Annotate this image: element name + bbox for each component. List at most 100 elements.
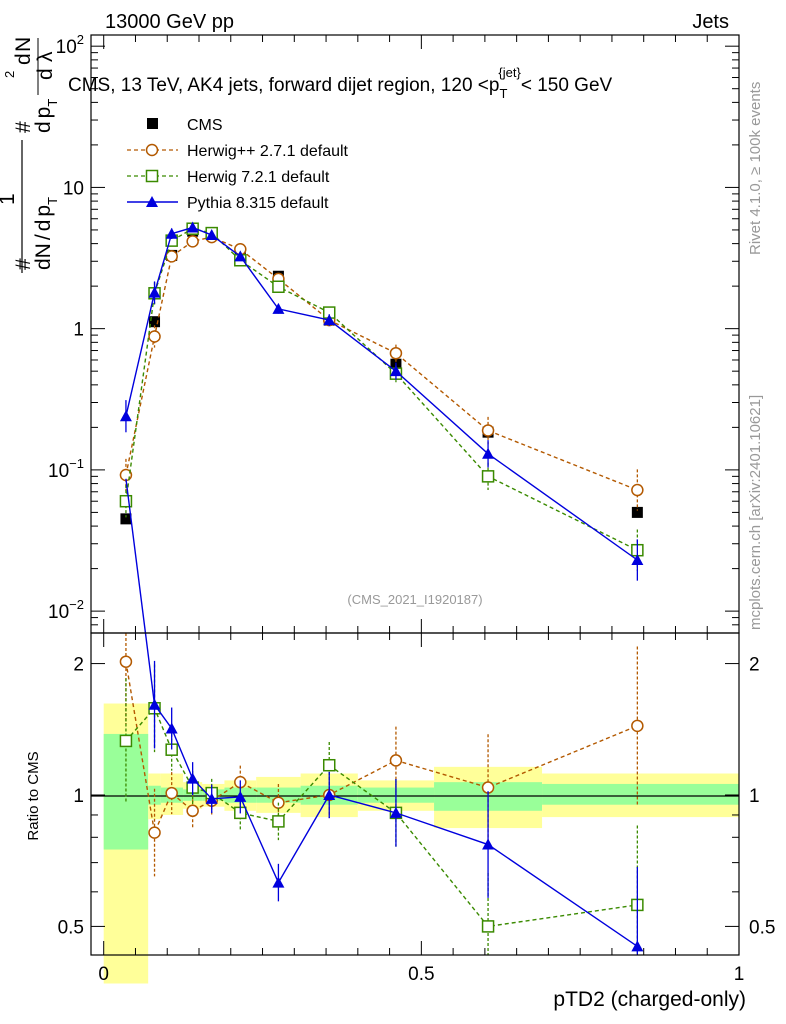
main-ytick-base: 1 bbox=[73, 320, 84, 341]
ylabel-two: 2 bbox=[2, 71, 17, 78]
ratio-point-herwig-2-7-1-default bbox=[119, 655, 133, 668]
ratio-line-pythia-8-315-default bbox=[125, 478, 638, 947]
ylabel-d2: d bbox=[32, 220, 55, 232]
ratio-line-herwig-7-2-1-default bbox=[125, 706, 638, 928]
ylabel-denominator: dN/dpT bbox=[32, 197, 60, 270]
ratio-point-herwig-7-2-1-default bbox=[272, 815, 285, 828]
main-point-pythia-8-315-default bbox=[631, 554, 644, 566]
ratio-ytick-label-right: 2 bbox=[749, 655, 760, 676]
legend-marker-cms bbox=[147, 118, 158, 129]
ylabel-d4: d bbox=[12, 53, 35, 65]
ylabel-numerator: dpT bbox=[32, 99, 60, 133]
ratio-point-herwig-2-7-1-default bbox=[389, 754, 403, 767]
ylabel-hash-1: # bbox=[12, 258, 35, 270]
legend-marker-pythia bbox=[146, 196, 158, 207]
ratio-point-pythia-8-315-default bbox=[165, 722, 178, 734]
main-point-herwig-2-7-1-default bbox=[481, 424, 495, 437]
ratio-point-pythia-8-315-default bbox=[186, 772, 199, 784]
ylabel-d3: d bbox=[32, 121, 55, 133]
main-ytick-label: 10 bbox=[63, 178, 84, 199]
ratio-ylabel: Ratio to CMS bbox=[25, 751, 42, 840]
ylabel-d1: d bbox=[32, 258, 55, 270]
ratio-series bbox=[119, 478, 644, 955]
legend-entry-pythia: Pythia 8.315 default bbox=[127, 195, 329, 212]
main-point-herwig-2-7-1-default bbox=[631, 483, 644, 497]
main-point-pythia-8-315-default bbox=[148, 286, 161, 298]
ratio-point-herwig-7-2-1-default bbox=[119, 734, 133, 748]
main-point-cms bbox=[120, 513, 132, 525]
ratio-band-green bbox=[542, 783, 739, 805]
main-ytick-exponent: −1 bbox=[69, 456, 84, 471]
ratio-point-pythia-8-315-default bbox=[148, 698, 161, 710]
main-point-herwig-2-7-1-default bbox=[148, 330, 161, 343]
ratio-point-herwig-7-2-1-default bbox=[481, 920, 495, 933]
ylabel-p1: p bbox=[32, 205, 55, 217]
ratio-point-herwig-2-7-1-default bbox=[148, 826, 161, 839]
x-axis-label: pTD2 (charged-only) bbox=[553, 988, 746, 1011]
legend: CMS Herwig++ 2.7.1 default Herwig 7.2.1 … bbox=[127, 117, 349, 212]
main-ytick-label: 102 bbox=[56, 32, 84, 58]
main-point-pythia-8-315-default bbox=[482, 447, 495, 459]
main-point-herwig-7-2-1-default bbox=[119, 494, 133, 508]
plot-title: CMS, 13 TeV, AK4 jets, forward dijet reg… bbox=[68, 65, 613, 101]
ratio-frame bbox=[90, 632, 740, 956]
plot-title-post: < 150 GeV bbox=[521, 75, 613, 96]
ylabel-hash-2: # bbox=[12, 121, 35, 133]
ratio-point-herwig-2-7-1-default bbox=[165, 786, 178, 800]
ratio-ytick-label: 1 bbox=[73, 786, 84, 807]
energy-label: 13000 GeV pp bbox=[105, 11, 234, 33]
plot-title-sub: T bbox=[499, 86, 507, 101]
ratio-point-pythia-8-315-default bbox=[482, 838, 495, 850]
ylabel-lambda: λ bbox=[34, 51, 57, 62]
ratio-point-herwig-2-7-1-default bbox=[186, 804, 199, 818]
main-point-herwig-7-2-1-default bbox=[272, 280, 285, 294]
legend-marker-herwig7 bbox=[145, 169, 159, 183]
legend-label-herwigpp: Herwig++ 2.7.1 default bbox=[187, 143, 349, 160]
xtick-label: 0 bbox=[98, 964, 109, 985]
legend-label-cms: CMS bbox=[187, 117, 223, 134]
main-point-pythia-8-315-default bbox=[205, 229, 218, 241]
ratio-point-pythia-8-315-default bbox=[323, 788, 336, 800]
main-point-pythia-8-315-default bbox=[389, 365, 402, 377]
ylabel-p2: p bbox=[32, 107, 55, 119]
main-ytick-label: 10−2 bbox=[48, 597, 84, 623]
ratio-panel: 0 0.5 1 0.5 0.5 1 1 2 2 Ratio to CMS pTD2 (charg… bbox=[25, 478, 775, 1011]
rivet-version-label: Rivet 4.1.0, ≥ 100k events bbox=[747, 82, 764, 255]
ratio-point-herwig-2-7-1-default bbox=[631, 719, 644, 733]
main-point-cms bbox=[149, 316, 161, 328]
mcplots-label: mcplots.cern.ch [arXiv:2401.10621] bbox=[747, 395, 764, 630]
ratio-point-pythia-8-315-default bbox=[272, 876, 285, 888]
main-line-herwig-2-7-1-default bbox=[125, 236, 638, 491]
legend-label-herwig7: Herwig 7.2.1 default bbox=[187, 169, 330, 186]
main-line-pythia-8-315-default bbox=[125, 226, 638, 561]
ylabel-N1: N bbox=[32, 243, 55, 258]
legend-entry-herwig7: Herwig 7.2.1 default bbox=[127, 169, 330, 186]
ratio-point-pythia-8-315-default bbox=[205, 792, 218, 804]
main-point-pythia-8-315-default bbox=[323, 314, 336, 326]
main-ytick-base: 10 bbox=[63, 178, 84, 199]
main-line-herwig-7-2-1-default bbox=[125, 227, 638, 551]
ylabel-T1: T bbox=[45, 197, 60, 205]
ratio-ytick-label-right: 1 bbox=[749, 786, 760, 807]
legend-marker-herwigpp bbox=[145, 143, 159, 157]
main-ylabel: # 1 dN/dpT # dpT d 2 N d λ bbox=[0, 37, 60, 273]
main-point-herwig-2-7-1-default bbox=[389, 346, 403, 360]
ratio-ytick-label: 2 bbox=[73, 655, 84, 676]
main-series bbox=[119, 221, 644, 581]
ylabel-N2: N bbox=[12, 37, 35, 52]
main-point-herwig-7-2-1-default bbox=[481, 470, 495, 483]
ratio-point-pythia-8-315-default bbox=[389, 806, 402, 818]
jets-label: Jets bbox=[692, 11, 729, 33]
main-ytick-exponent: 2 bbox=[77, 32, 84, 47]
ratio-ytick-label: 0.5 bbox=[58, 917, 84, 938]
legend-entry-herwigpp: Herwig++ 2.7.1 default bbox=[127, 143, 349, 160]
main-point-pythia-8-315-default bbox=[119, 410, 132, 422]
main-point-pythia-8-315-default bbox=[186, 221, 199, 233]
analysis-id: (CMS_2021_I1920187) bbox=[347, 592, 482, 607]
main-ytick-label: 1 bbox=[73, 320, 84, 341]
ylabel-d5: d bbox=[34, 68, 57, 80]
legend-entry-cms: CMS bbox=[147, 117, 223, 134]
